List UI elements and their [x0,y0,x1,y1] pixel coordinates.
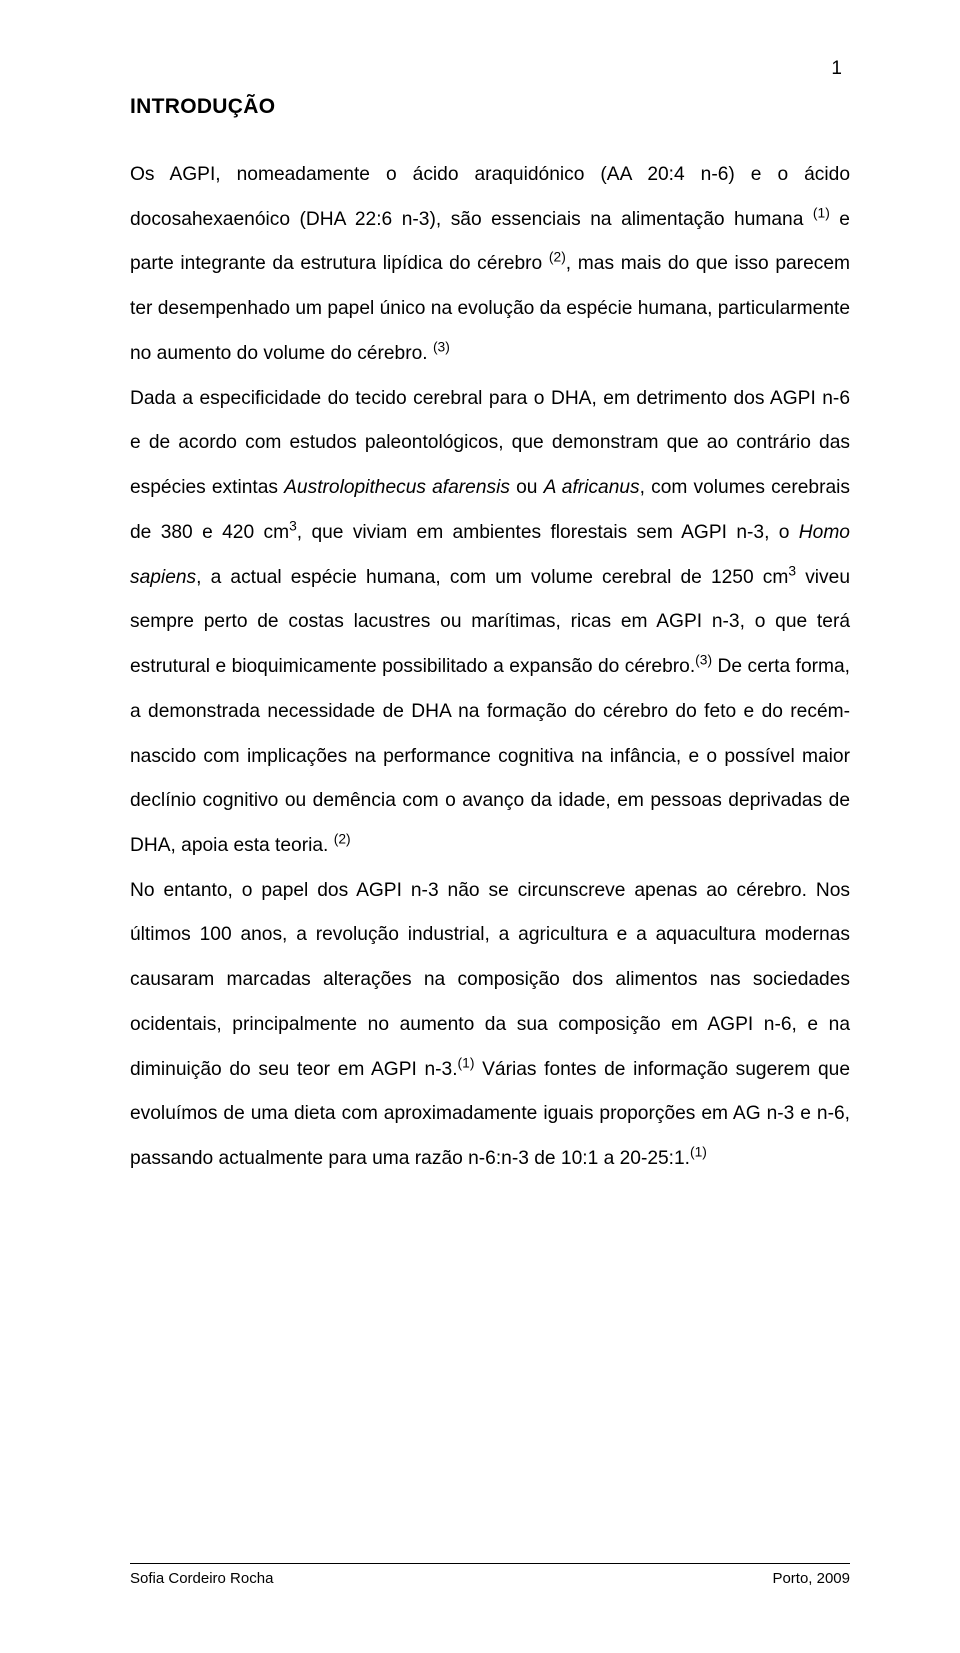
text-run: ou [510,477,544,498]
text-run: De certa forma, a demonstrada necessidad… [130,656,855,856]
footer-rule [130,1563,850,1564]
footer-place-year: Porto, 2009 [772,1570,850,1587]
text-run: , a actual espécie humana, com um volume… [196,567,788,588]
footer-line: Sofia Cordeiro Rocha Porto, 2009 [130,1570,850,1587]
superscript: (2) [334,831,351,847]
superscript: 3 [788,562,796,578]
superscript: (2) [549,249,566,265]
section-title: INTRODUÇÃO [130,95,850,119]
italic-run: Austrolopithecus afarensis [284,477,510,498]
text-run: , que viviam em ambientes florestais sem… [297,522,799,543]
text-run: No entanto, o papel dos AGPI n-3 não se … [130,880,855,1080]
superscript: (1) [458,1054,475,1070]
text-run: Os AGPI, nomeadamente o ácido araquidóni… [130,164,855,230]
page: 1 INTRODUÇÃO Os AGPI, nomeadamente o áci… [0,0,960,1653]
footer-author: Sofia Cordeiro Rocha [130,1570,273,1587]
superscript: (1) [813,204,830,220]
page-number: 1 [831,58,842,80]
body-text: Os AGPI, nomeadamente o ácido araquidóni… [130,153,850,1182]
superscript: 3 [289,517,297,533]
superscript: (1) [690,1144,707,1160]
superscript: (3) [433,339,450,355]
italic-run: A africanus [544,477,640,498]
superscript: (3) [695,652,712,668]
footer: Sofia Cordeiro Rocha Porto, 2009 [130,1563,850,1587]
